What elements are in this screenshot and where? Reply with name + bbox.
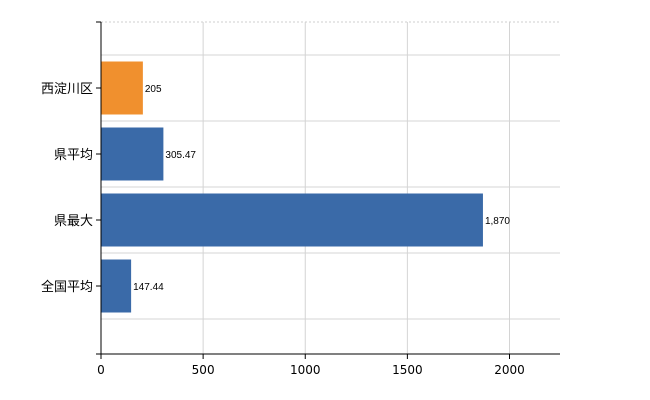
data-label: 305.47 <box>165 150 196 161</box>
x-tick-label: 500 <box>192 363 215 377</box>
category-label: 県平均 <box>54 148 93 163</box>
category-label: 県最大 <box>54 214 93 229</box>
x-tick-label: 2000 <box>494 363 525 377</box>
data-label: 205 <box>145 84 162 95</box>
gridlines <box>101 21 560 354</box>
data-label: 1,870 <box>485 216 510 227</box>
x-tick-label: 0 <box>97 363 105 377</box>
bars <box>101 61 483 313</box>
axes <box>96 21 560 359</box>
bar <box>101 193 483 247</box>
data-labels: 205 305.47 1,870 147.44 <box>133 84 510 293</box>
category-label: 全国平均 <box>41 279 93 295</box>
bar <box>101 127 164 181</box>
x-tick-label: 1500 <box>392 363 423 377</box>
x-tick-labels: 0 500 1000 1500 2000 <box>97 363 525 377</box>
x-tick-label: 1000 <box>290 363 321 377</box>
bar <box>101 259 132 313</box>
bar <box>101 61 143 115</box>
data-label: 147.44 <box>133 282 164 293</box>
category-label: 西淀川区 <box>41 82 93 97</box>
